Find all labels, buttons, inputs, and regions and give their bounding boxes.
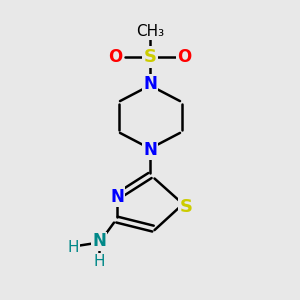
Text: H: H <box>68 240 79 255</box>
Text: N: N <box>143 75 157 93</box>
Text: N: N <box>143 141 157 159</box>
Text: O: O <box>177 48 192 66</box>
Text: S: S <box>179 198 193 216</box>
Text: N: N <box>110 188 124 206</box>
Text: H: H <box>93 254 105 268</box>
Text: CH₃: CH₃ <box>136 24 164 39</box>
Text: O: O <box>108 48 123 66</box>
Text: S: S <box>143 48 157 66</box>
Text: N: N <box>92 232 106 250</box>
